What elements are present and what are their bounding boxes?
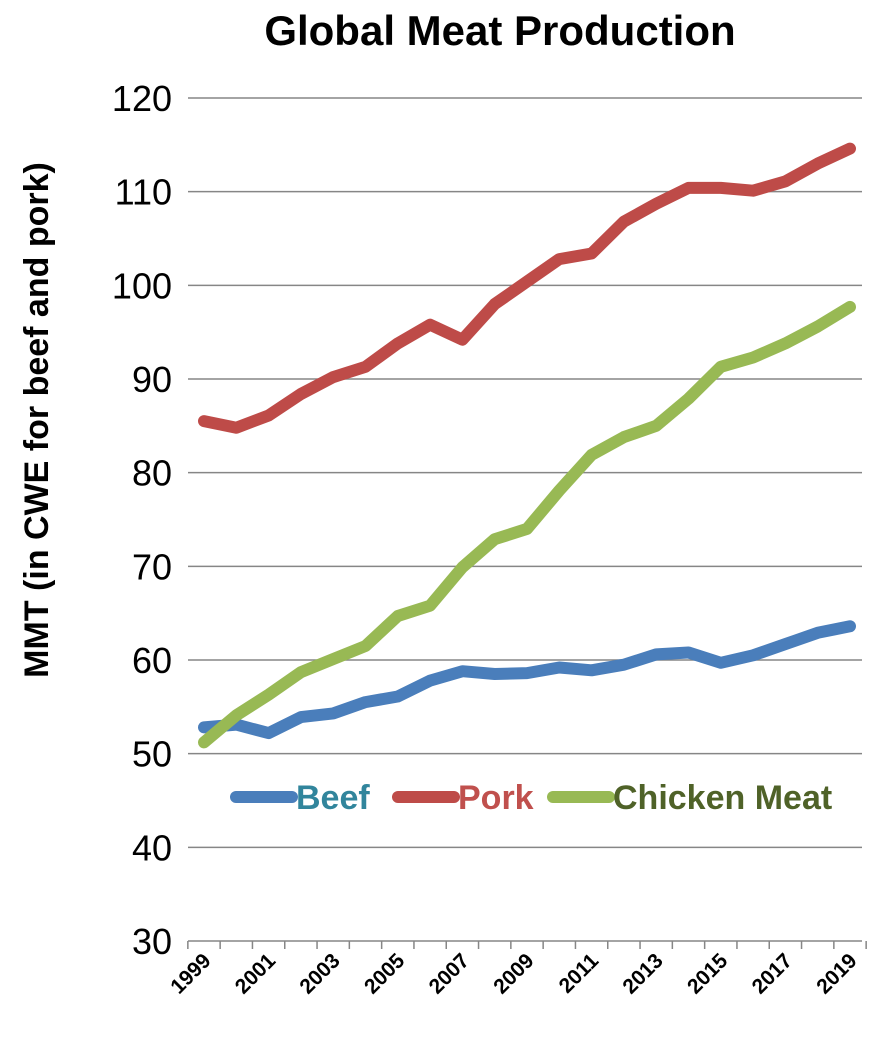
x-tick-label: 2009 [489,949,538,998]
x-tick-label: 2005 [360,949,410,999]
y-tick-label: 50 [132,734,172,775]
y-tick-label: 90 [132,359,172,400]
series-line-beef [198,620,856,740]
x-tick-label: 2015 [683,949,733,999]
y-tick-label: 110 [115,172,172,213]
x-axis-ticks: 1999 2001 2003 2005 2007 2009 2011 2013 2015 2017… [166,949,861,999]
y-tick-label: 30 [132,921,172,962]
x-tick-label: 2007 [425,949,474,998]
series-line-pork [198,142,856,434]
x-axis [187,940,867,949]
x-tick-label: 2013 [618,949,667,998]
legend: Beef Pork Chicken Meat [230,779,832,817]
legend-label: Chicken Meat [613,779,832,817]
y-axis-label: MMT (in CWE for beef and pork) [18,162,56,678]
chart-title: Global Meat Production [264,7,735,54]
x-tick-label: 1999 [166,949,215,998]
series-lines [198,142,856,749]
x-tick-label: 2001 [231,949,281,999]
gridlines [188,97,862,849]
y-tick-label: 40 [132,827,172,868]
legend-label: Pork [458,779,534,817]
x-tick-label: 2017 [748,949,797,998]
legend-label: Beef [296,779,370,817]
series-line-chicken-meat [198,300,856,749]
y-tick-label: 120 [112,78,172,119]
y-tick-label: 70 [132,546,172,587]
y-tick-label: 60 [132,640,172,681]
x-tick-label: 2019 [812,949,861,998]
y-tick-label: 80 [132,453,172,494]
x-tick-label: 2011 [555,949,604,998]
x-tick-label: 2003 [295,949,344,998]
y-tick-label: 100 [112,265,172,306]
y-axis-ticks: 30 40 50 60 70 80 90 100 110 120 [112,78,172,962]
